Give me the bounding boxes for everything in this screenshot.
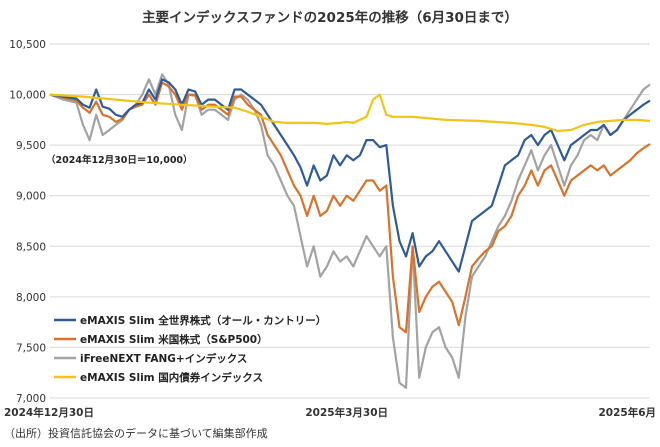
x-tick-label: 2025年6月: [598, 406, 656, 419]
y-tick-label: 9,500: [16, 140, 46, 152]
y-tick-label: 9,000: [16, 191, 46, 203]
legend-label: eMAXIS Slim 全世界株式（オール・カントリー）: [80, 314, 326, 327]
series-line-1: [49, 81, 651, 334]
y-tick-label: 8,000: [16, 292, 46, 304]
legend-label: iFreeNEXT FANG+インデックス: [80, 352, 247, 365]
x-tick-label: 2025年3月30日: [305, 406, 388, 419]
y-tick-label: 10,500: [9, 39, 46, 51]
series-lines: [49, 73, 651, 389]
series-line-0: [49, 78, 651, 273]
source-note: （出所）投資信託協会のデータに基づいて編集部作成: [4, 427, 268, 440]
legend-label: eMAXIS Slim 国内債券インデックス: [80, 371, 263, 384]
baseline-annotation: （2024年12月30日＝10,000）: [46, 154, 193, 166]
x-axis-tick-labels: 2024年12月30日 2025年3月30日 2025年6月: [4, 406, 656, 419]
y-tick-label: 8,500: [16, 241, 46, 253]
y-tick-label: 7,500: [16, 342, 46, 354]
y-axis-tick-labels: 10,500 10,000 9,500 9,000 8,500 8,000 7,500 7,0…: [9, 39, 46, 405]
y-tick-label: 10,000: [9, 90, 46, 102]
legend: eMAXIS Slim 全世界株式（オール・カントリー） eMAXIS Slim …: [54, 314, 326, 384]
legend-label: eMAXIS Slim 米国株式（S&P500）: [80, 333, 268, 346]
x-tick-label: 2024年12月30日: [4, 406, 94, 419]
series-line-2: [49, 73, 651, 389]
y-tick-label: 7,000: [16, 393, 46, 405]
chart-title: 主要インデックスファンドの2025年の推移（6月30日まで）: [142, 10, 518, 26]
series-line-3: [49, 93, 651, 133]
